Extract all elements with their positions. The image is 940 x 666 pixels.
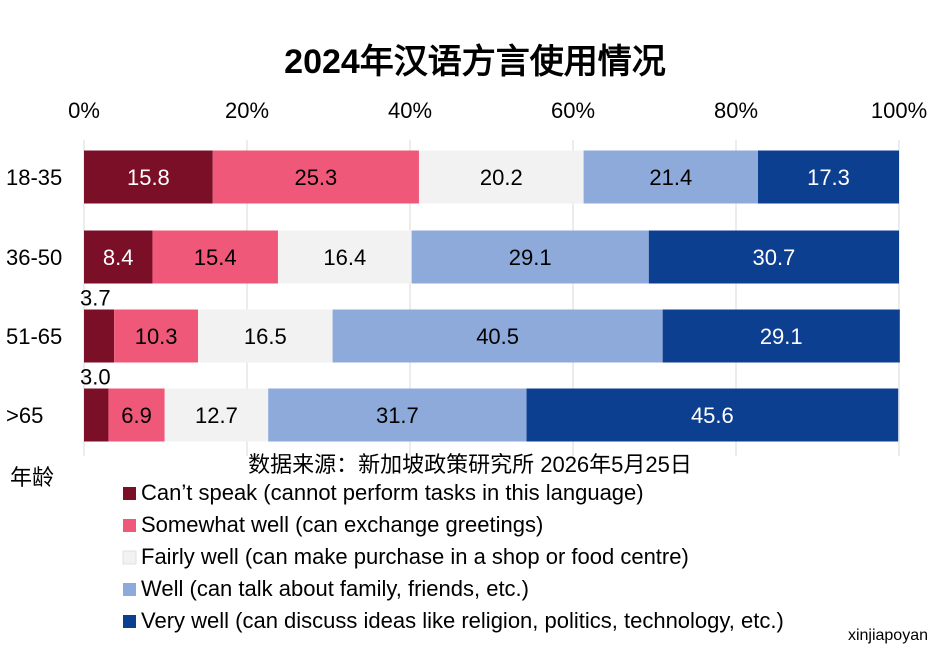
bar-data-label: 3.0 <box>80 365 111 390</box>
bar-data-label: 40.5 <box>476 324 519 349</box>
bar-segment <box>418 150 584 204</box>
bar-data-label: 21.4 <box>649 165 692 190</box>
bar-data-label: 45.6 <box>691 403 734 428</box>
bar-segment <box>411 230 649 284</box>
y-category-label: >65 <box>6 403 43 428</box>
x-tick-label: 100% <box>871 98 927 123</box>
source-annotation: 数据来源：新加坡政策研究所 2026年5月25日 <box>248 452 692 477</box>
bar-data-label: 15.8 <box>127 165 170 190</box>
y-axis-label: 年龄 <box>10 465 54 490</box>
bar-segment <box>198 309 333 363</box>
bar-segment <box>212 150 419 204</box>
y-category-label: 18-35 <box>6 165 62 190</box>
x-tick-label: 20% <box>225 98 269 123</box>
bar-data-label: 17.3 <box>807 165 850 190</box>
y-axis-categories: 18-35 36-50 51-65 >65 <box>6 165 62 428</box>
bar-segment <box>84 150 213 204</box>
chart-title: 2024年汉语方言使用情况 <box>284 43 666 81</box>
legend-swatch <box>122 550 137 565</box>
bar-data-label: 16.4 <box>323 245 366 270</box>
bar-data-label: 29.1 <box>509 245 552 270</box>
legend-swatch <box>123 583 136 596</box>
x-axis-ticks: 0% 20% 40% 60% 80% 100% <box>68 98 927 123</box>
legend-label: Very well (can discuss ideas like religi… <box>141 608 784 633</box>
bar-segment <box>268 388 527 442</box>
bar-segment <box>84 388 109 442</box>
bar-segment <box>108 388 165 442</box>
legend-swatch <box>123 615 136 628</box>
bar-segment <box>526 388 899 442</box>
bar-segment <box>662 309 900 363</box>
legend-swatch <box>123 487 136 500</box>
bar-segment <box>583 150 759 204</box>
bar-data-label: 12.7 <box>195 403 238 428</box>
bar-segment <box>152 230 278 284</box>
bar-data-label: 15.4 <box>194 245 237 270</box>
bar-segment <box>648 230 899 284</box>
bar-segment <box>277 230 412 284</box>
legend: Can’t speak (cannot perform tasks in thi… <box>122 480 784 633</box>
bars-layer <box>84 150 900 442</box>
bar-data-label: 31.7 <box>376 403 419 428</box>
bar-data-label: 10.3 <box>135 324 178 349</box>
bar-data-label: 8.4 <box>103 245 134 270</box>
bar-data-label: 30.7 <box>752 245 795 270</box>
x-tick-label: 60% <box>551 98 595 123</box>
x-tick-label: 0% <box>68 98 100 123</box>
watermark-text: xinjiapoyan <box>848 627 928 644</box>
bar-segment <box>332 309 663 363</box>
y-category-label: 36-50 <box>6 245 62 270</box>
legend-label: Fairly well (can make purchase in a shop… <box>141 544 689 569</box>
legend-label: Can’t speak (cannot perform tasks in thi… <box>141 480 644 505</box>
data-labels-layer: 15.8 25.3 20.2 21.4 17.3 8.4 15.4 16.4 29.1 30.7 3… <box>80 165 850 428</box>
bar-segment <box>164 388 269 442</box>
bar-segment <box>114 309 199 363</box>
bar-segment <box>758 150 899 204</box>
x-tick-label: 80% <box>714 98 758 123</box>
legend-swatch <box>123 519 136 532</box>
legend-label: Well (can talk about family, friends, et… <box>141 576 529 601</box>
x-tick-label: 40% <box>388 98 432 123</box>
bar-data-label: 3.7 <box>80 286 111 311</box>
y-category-label: 51-65 <box>6 324 62 349</box>
bar-segment <box>84 309 115 363</box>
bar-segment <box>84 230 153 284</box>
bar-data-label: 6.9 <box>121 403 152 428</box>
legend-label: Somewhat well (can exchange greetings) <box>141 512 543 537</box>
bar-data-label: 25.3 <box>294 165 337 190</box>
bar-data-label: 29.1 <box>760 324 803 349</box>
bar-data-label: 20.2 <box>480 165 523 190</box>
bar-data-label: 16.5 <box>244 324 287 349</box>
